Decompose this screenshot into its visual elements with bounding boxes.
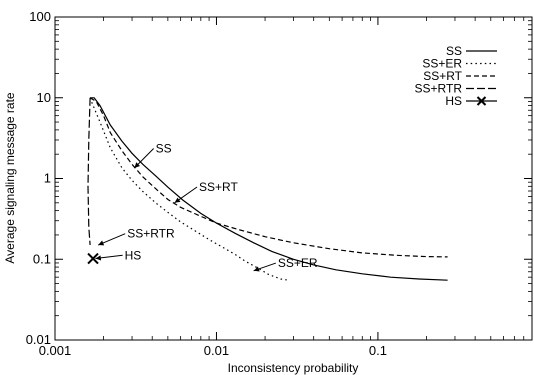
- annotation-arrow: [97, 233, 126, 246]
- y-tick-label: 100: [29, 9, 51, 24]
- x-tick-label: 0.01: [204, 343, 229, 358]
- series-hs-marker: [87, 252, 99, 265]
- legend-swatch-marker: [476, 96, 487, 106]
- annotation-arrow: [253, 262, 277, 272]
- series-layer: [87, 97, 448, 281]
- legend-label: SS+RTR: [415, 82, 463, 96]
- x-axis-label: Inconsistency probability: [228, 361, 359, 375]
- y-tick-label: 0.1: [33, 251, 51, 266]
- annotation-arrow: [95, 254, 123, 261]
- annotation-label: SS+RTR: [127, 227, 175, 241]
- legend-label: SS+ER: [422, 57, 462, 71]
- legend-label: SS: [446, 44, 462, 58]
- annotation-label: SS+ER: [278, 256, 318, 270]
- y-tick-label: 10: [37, 90, 51, 105]
- annotation-label: HS: [125, 248, 142, 262]
- series-ss-line: [90, 97, 448, 281]
- series-ss-er-line: [89, 97, 289, 281]
- annotation-label: SS: [156, 141, 172, 155]
- legend-label: SS+RT: [423, 69, 462, 83]
- annotation-arrow: [133, 148, 154, 169]
- annotation-arrow: [174, 186, 198, 204]
- x-tick-label: 0.001: [39, 343, 72, 358]
- series-ss-rt-line: [89, 97, 448, 258]
- y-tick-label: 1: [44, 171, 51, 186]
- y-tick-label: 0.01: [26, 332, 51, 347]
- legend-label: HS: [445, 94, 462, 108]
- y-axis-label: Average signaling message rate: [3, 92, 17, 264]
- annotations-layer: SS SS+RT SS+RTR HS SS+ER: [95, 141, 318, 272]
- x-tick-label: 0.1: [369, 343, 387, 358]
- series-ss-rtr-line: [87, 97, 91, 246]
- annotation-label: SS+RT: [199, 180, 238, 194]
